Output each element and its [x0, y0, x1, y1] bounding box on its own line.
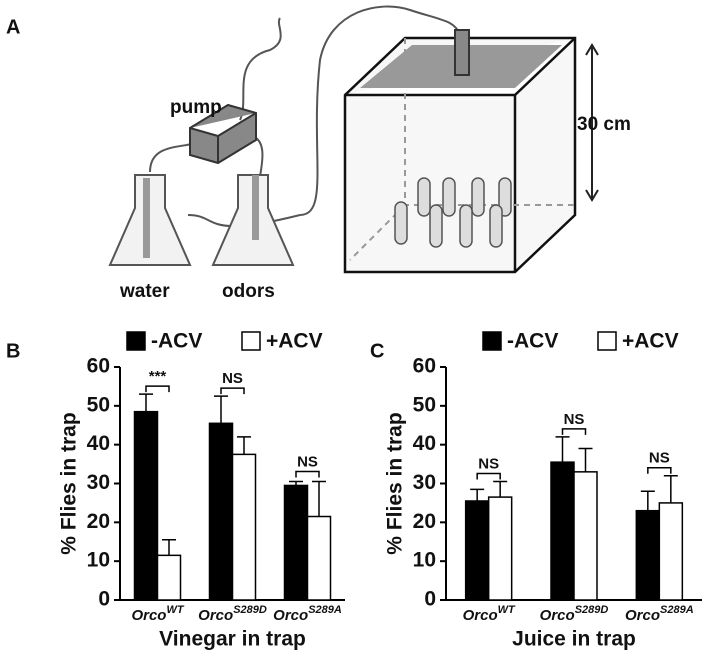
- y-tick-label: 30: [87, 471, 110, 494]
- label-water: water: [119, 281, 170, 302]
- flask-tube: [252, 175, 259, 240]
- error-bar: [493, 480, 508, 498]
- bar: [133, 410, 159, 601]
- x-tick-label: OrcoS289D: [540, 604, 609, 624]
- bar: [487, 496, 513, 601]
- bar: [464, 500, 490, 601]
- significance-bracket: [145, 385, 170, 393]
- y-tick-label: 40: [413, 432, 436, 455]
- significance-label: NS: [564, 411, 585, 428]
- error-bar: [214, 395, 228, 424]
- x-tick-label: OrcoWT: [131, 604, 184, 624]
- legend-swatch: [126, 331, 146, 351]
- y-tick-label: 30: [413, 471, 436, 494]
- significance-bracket: [647, 466, 672, 474]
- significance-label: ***: [149, 368, 167, 385]
- y-tick-label: 60: [413, 355, 436, 378]
- inlet-tube: [454, 29, 470, 76]
- significance-bracket: [476, 472, 501, 480]
- x-tick-label: OrcoS289A: [625, 604, 694, 624]
- y-tick-label: 0: [98, 588, 110, 611]
- y-tick-label: 50: [413, 393, 436, 416]
- panel-a: A pump water odors 30 cm: [6, 5, 631, 302]
- legend-label: -ACV: [151, 330, 202, 353]
- tubing: [149, 5, 461, 228]
- y-tick-label: 0: [424, 588, 436, 611]
- legend-swatch: [241, 331, 261, 351]
- x-tick-label: OrcoS289A: [273, 604, 342, 624]
- error-bar: [640, 490, 655, 511]
- bar: [635, 509, 661, 601]
- significance-bracket: [220, 387, 245, 395]
- bar: [231, 453, 257, 601]
- y-tick-label: 50: [87, 393, 110, 416]
- y-tick-label: 10: [87, 549, 110, 572]
- error-bar: [139, 393, 153, 412]
- error-bar: [162, 539, 176, 556]
- legend-swatch: [597, 331, 617, 351]
- label-height: 30 cm: [577, 114, 631, 135]
- bar: [658, 502, 684, 601]
- error-bar: [663, 474, 678, 503]
- significance-bracket: [561, 428, 587, 435]
- bar: [156, 554, 182, 601]
- bar: [550, 461, 575, 601]
- bar: [306, 515, 332, 601]
- significance-bracket: [295, 470, 320, 478]
- significance-label: NS: [478, 456, 499, 473]
- x-axis-title: Vinegar in trap: [159, 628, 306, 651]
- height-arrow: [585, 43, 599, 202]
- error-bar: [578, 447, 593, 472]
- x-tick-label: OrcoWT: [463, 604, 516, 624]
- significance-label: NS: [297, 453, 318, 470]
- error-bar: [237, 436, 251, 455]
- label-odors: odors: [222, 281, 275, 302]
- panel-label: B: [6, 340, 20, 362]
- legend-swatch: [482, 331, 502, 351]
- y-tick-label: 20: [413, 510, 436, 533]
- legend-label: +ACV: [622, 330, 679, 353]
- error-bar: [289, 480, 303, 486]
- y-tick-label: 40: [87, 432, 110, 455]
- y-axis-title: % Flies in trap: [384, 412, 407, 554]
- error-bar: [470, 488, 485, 501]
- y-axis-title: % Flies in trap: [58, 412, 81, 554]
- error-bar: [555, 436, 570, 463]
- significance-label: NS: [222, 370, 243, 387]
- traps: [394, 177, 512, 248]
- legend-label: -ACV: [507, 330, 558, 353]
- label-pump: pump: [170, 97, 222, 118]
- bar: [573, 471, 598, 601]
- legend-label: +ACV: [266, 330, 323, 353]
- pump-box: [189, 103, 257, 165]
- x-axis-title: Juice in trap: [512, 628, 636, 651]
- flask-tube: [143, 178, 150, 258]
- significance-label: NS: [649, 450, 670, 467]
- panel-label: A: [6, 16, 20, 38]
- bar: [208, 422, 234, 601]
- y-tick-label: 10: [413, 549, 436, 572]
- error-bar: [312, 480, 326, 517]
- y-tick-label: 20: [87, 510, 110, 533]
- x-tick-label: OrcoS289D: [198, 604, 267, 624]
- panel-label: C: [370, 340, 384, 362]
- bar: [283, 484, 309, 601]
- y-tick-label: 60: [87, 355, 110, 378]
